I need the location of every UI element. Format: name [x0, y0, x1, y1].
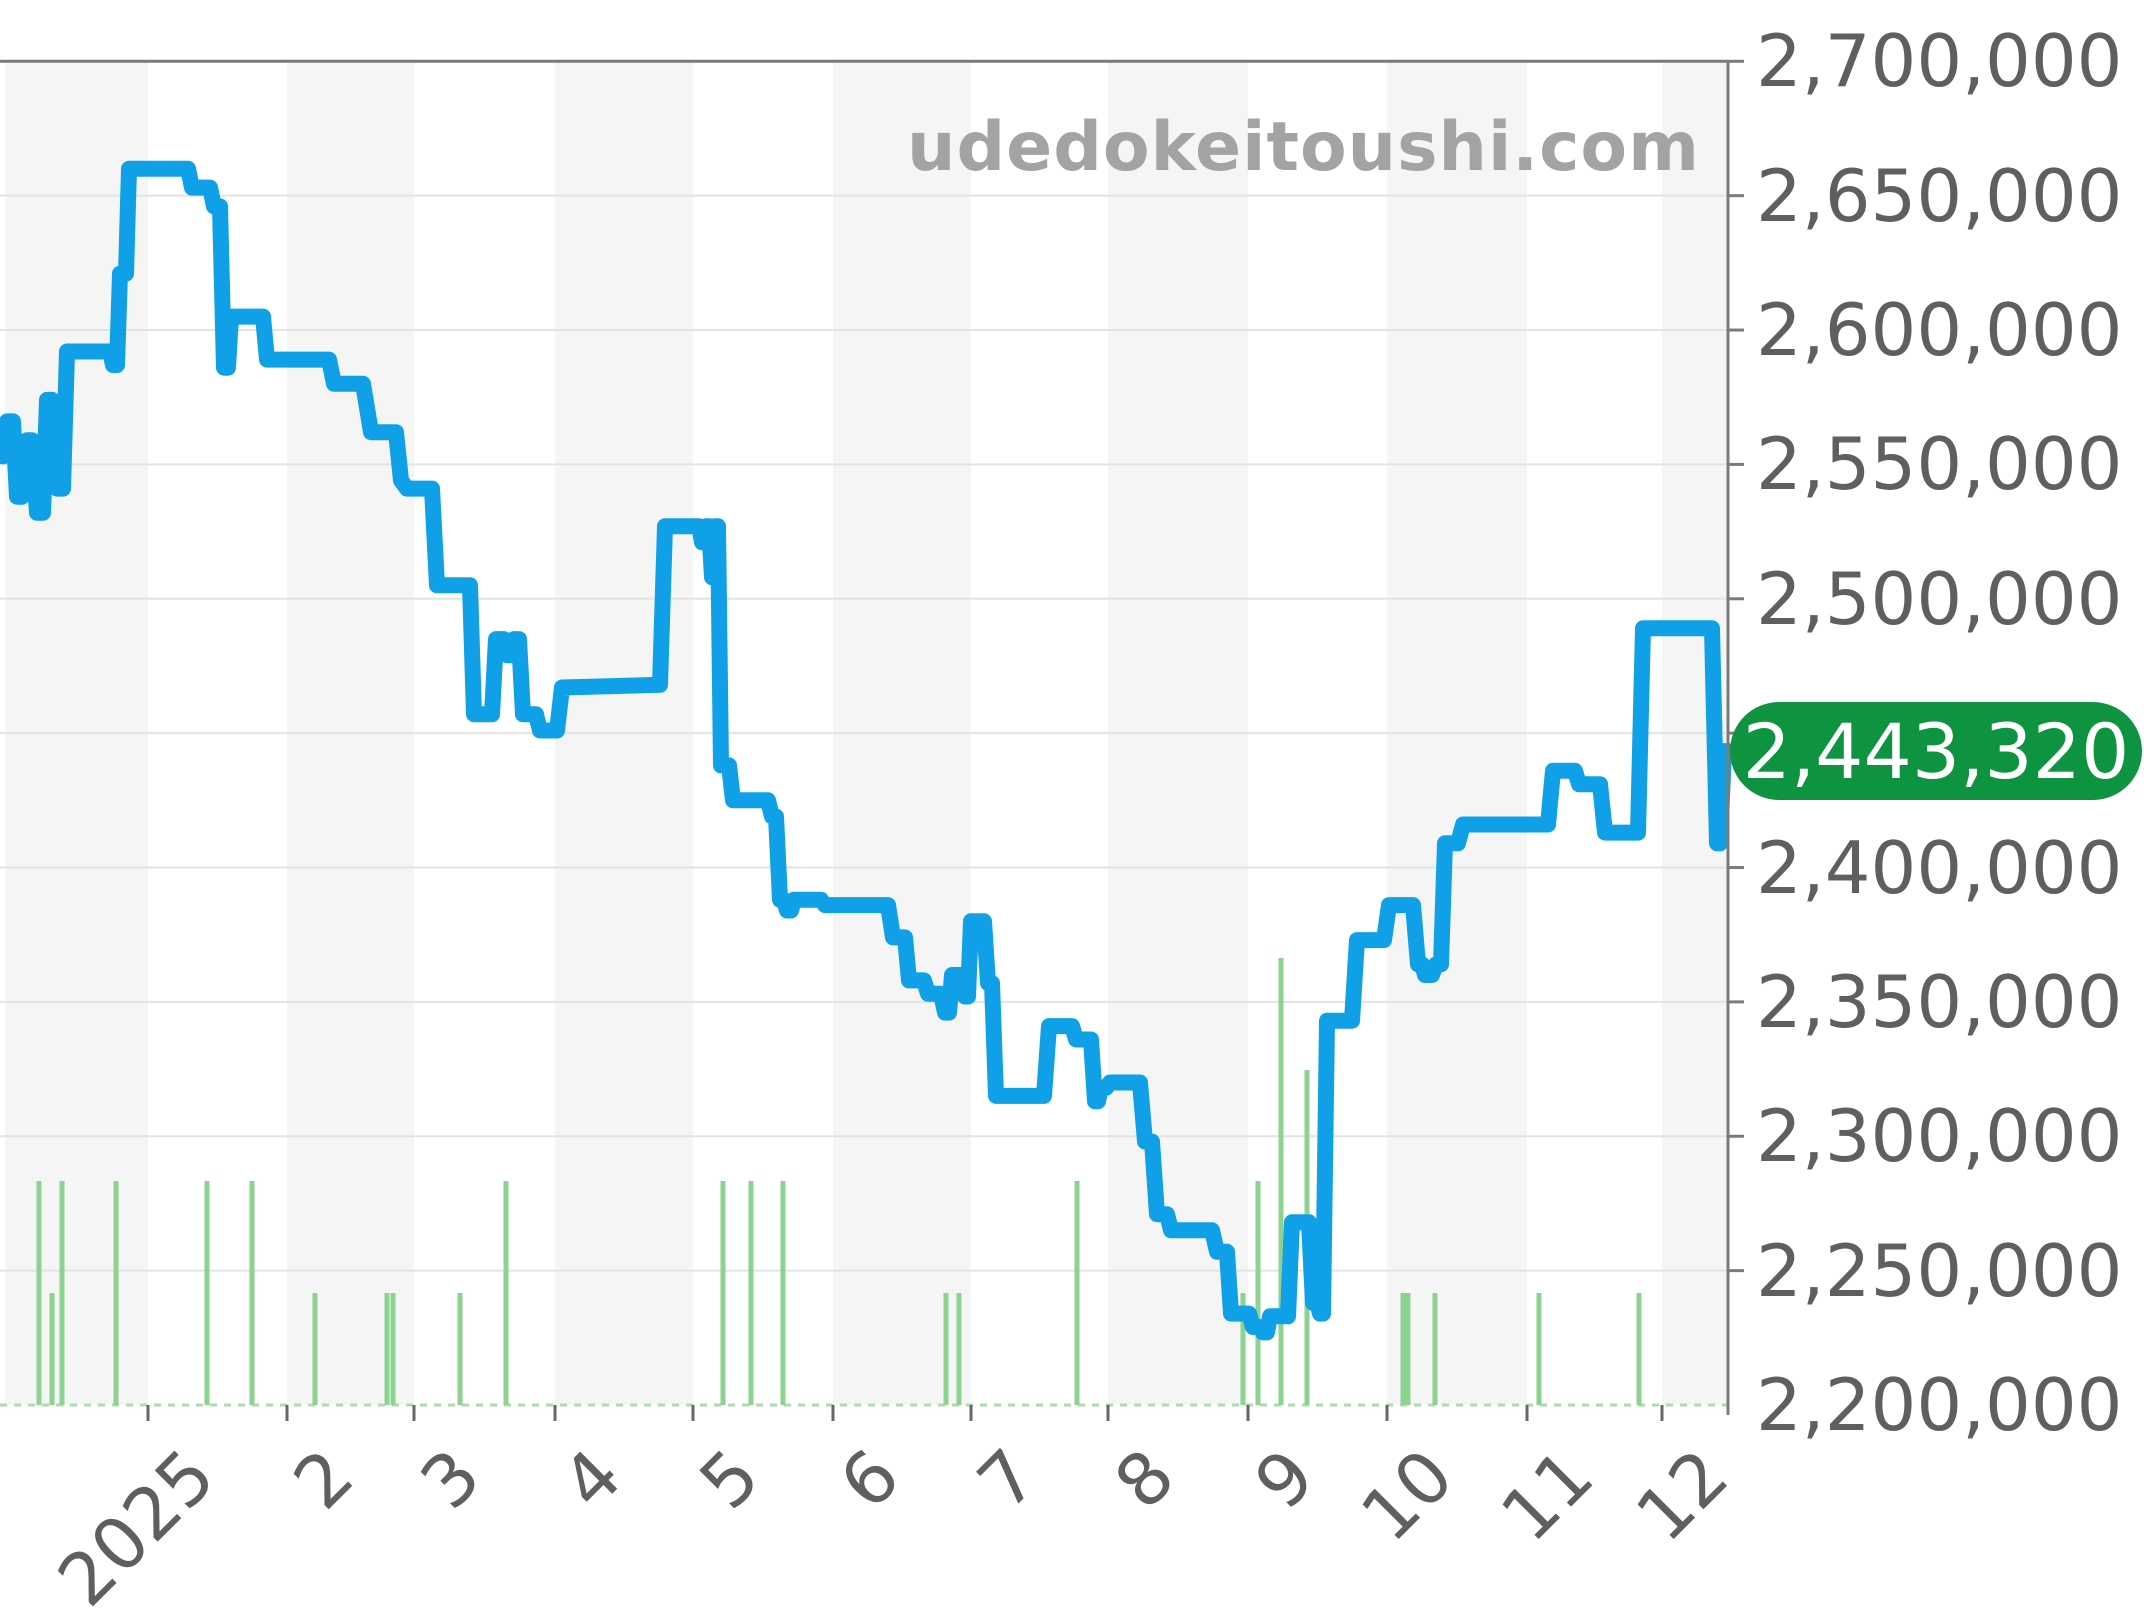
y-axis-label: 2,400,000	[1756, 825, 2123, 910]
y-axis-label: 2,650,000	[1756, 153, 2123, 238]
watermark: udedokeitoushi.com	[907, 108, 1700, 187]
y-axis-label: 2,700,000	[1756, 19, 2123, 104]
y-axis-label: 2,300,000	[1756, 1094, 2123, 1179]
y-axis-label: 2,600,000	[1756, 288, 2123, 373]
y-axis-label: 2,500,000	[1756, 556, 2123, 641]
y-axis-label: 2,250,000	[1756, 1228, 2123, 1313]
y-axis-label: 2,200,000	[1756, 1363, 2123, 1447]
current-price-badge: 2,443,320	[1730, 702, 2142, 800]
y-axis-label: 2,350,000	[1756, 959, 2123, 1044]
price-line	[0, 160, 1736, 1341]
y-axis-label: 2,550,000	[1756, 422, 2123, 507]
